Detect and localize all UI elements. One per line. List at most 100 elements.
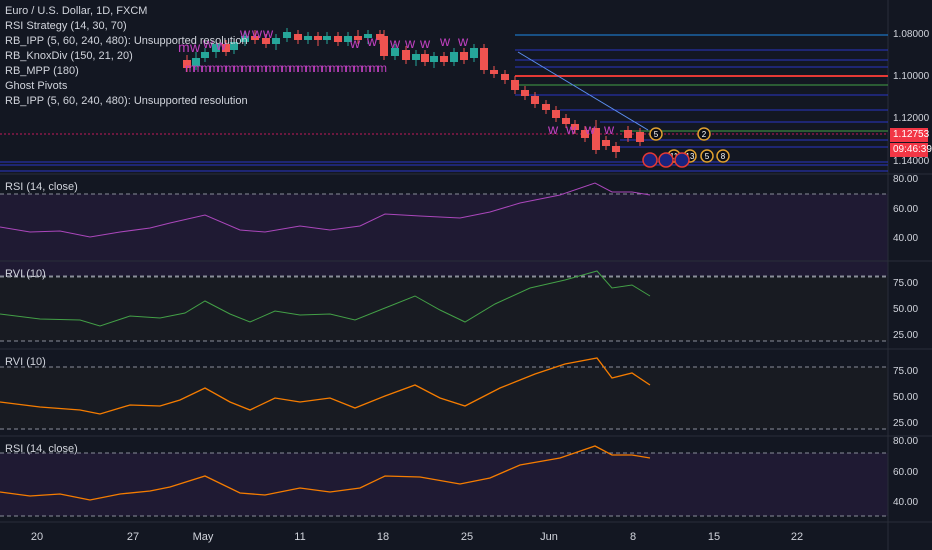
pivot-marker: w [419, 35, 431, 51]
candle-body [636, 132, 644, 142]
candle-body [222, 44, 230, 52]
pivot-marker: m [369, 61, 379, 75]
candle-body [470, 48, 478, 58]
time-tick: 18 [376, 531, 390, 543]
rsi2-pane-label[interactable]: RSI (14, close) [5, 443, 78, 455]
candle-body [323, 36, 331, 40]
legend[interactable]: Euro / U.S. Dollar, 1D, FXCM RSI Strateg… [5, 4, 248, 109]
indicator-label[interactable]: RSI Strategy (14, 30, 70) [5, 20, 127, 32]
flag-icon[interactable] [674, 152, 690, 168]
candle-body [304, 36, 312, 40]
event-badge[interactable] [697, 127, 711, 141]
indicator-label[interactable]: RB_MPP (180) [5, 65, 79, 77]
rvi1-tick: 25.00 [893, 330, 919, 341]
event-badge-label: 13 [686, 152, 695, 161]
price-tick: 1.10000 [893, 71, 930, 82]
indicator-label[interactable]: RB_IPP (5, 60, 240, 480): Unsupported re… [5, 35, 248, 47]
candle-body [562, 118, 570, 124]
rvi1-pane-label[interactable]: RVI (10) [5, 268, 46, 280]
rvi1-line [0, 270, 651, 327]
candle-body [314, 36, 322, 40]
rvi1-tick: 50.00 [893, 304, 919, 315]
price-tick: 1.12000 [893, 113, 930, 124]
event-badge[interactable] [700, 149, 714, 163]
pivot-marker: m [185, 61, 195, 75]
pivot-marker: w [202, 35, 214, 51]
flag-icon[interactable] [642, 152, 658, 168]
rsi1-tick: 80.00 [893, 174, 919, 185]
indicator-label[interactable]: RB_KnoxDiv (150, 21, 20) [5, 50, 133, 62]
candle-body [334, 36, 342, 42]
candle-body [460, 52, 468, 60]
event-badge[interactable] [649, 127, 663, 141]
time-tick: 20 [30, 531, 44, 543]
candles-group[interactable] [183, 28, 644, 158]
indicator-label[interactable]: RB_IPP (5, 60, 240, 480): Unsupported re… [5, 95, 248, 107]
candle-body [480, 48, 488, 70]
pivot-marker: m [257, 61, 267, 75]
time-tick: 15 [707, 531, 721, 543]
rvi2-pane-label[interactable]: RVI (10) [5, 356, 46, 368]
candle-body [391, 48, 399, 56]
time-tick: 25 [460, 531, 474, 543]
pivot-marker: m [353, 61, 363, 75]
pivot-marker: m [265, 61, 275, 75]
candle-body [542, 104, 550, 110]
flag-icon[interactable] [658, 152, 674, 168]
pivot-marker: m [233, 61, 243, 75]
pivot-marker: w [366, 33, 378, 49]
pivot-marker: m [329, 61, 339, 75]
countdown-badge: 09:46:39 [890, 143, 932, 157]
candle-body [251, 36, 259, 40]
pivot-marker: m [361, 61, 371, 75]
rsi2-tick: 40.00 [893, 497, 919, 508]
symbol-title[interactable]: Euro / U.S. Dollar, 1D, FXCM [5, 5, 148, 17]
pivot-marker: w [565, 121, 577, 137]
pivot-marker: m [377, 61, 387, 75]
rsi1-line [0, 182, 651, 238]
candle-body [430, 56, 438, 62]
last-price-badge: 1.12753 [890, 128, 929, 142]
event-badge-label: 11 [670, 152, 679, 161]
pivot-marker: m [241, 61, 251, 75]
candle-body [192, 58, 200, 66]
pivot-marker: w [262, 25, 274, 41]
pivot-marker: w [404, 35, 416, 51]
price-pane[interactable] [0, 0, 888, 173]
rvi-band-1 [0, 277, 888, 341]
event-badge-label: 5 [705, 152, 710, 161]
candle-body [201, 52, 209, 58]
candle-body [571, 124, 579, 130]
pivot-marker: m [209, 61, 219, 75]
rsi2-tick: 60.00 [893, 467, 919, 478]
candle-body [241, 36, 249, 42]
event-badge[interactable] [716, 149, 730, 163]
rsi1-pane-label[interactable]: RSI (14, close) [5, 181, 78, 193]
pivot-marker: m [201, 61, 211, 75]
candle-body [602, 140, 610, 146]
candle-body [450, 52, 458, 62]
rsi2-tick: 80.00 [893, 436, 919, 447]
candle-body [380, 36, 388, 56]
pivot-marker: w [457, 33, 469, 49]
candle-body [521, 90, 529, 96]
pivot-marker: m [217, 61, 227, 75]
pivot-marker: m [249, 61, 259, 75]
rvi2-line [0, 357, 651, 415]
indicator-label[interactable]: Ghost Pivots [5, 80, 68, 92]
time-tick: 11 [294, 531, 306, 543]
pivot-marker: m [297, 61, 307, 75]
rsi-band-1 [0, 194, 888, 276]
pivot-marker: m [225, 61, 235, 75]
event-badge-label: 2 [702, 130, 707, 139]
candle-body [354, 36, 362, 40]
event-badges[interactable]: 5 2 11 13 5 8 [642, 127, 730, 168]
pivot-marker: w [349, 35, 361, 51]
candle-body [344, 36, 352, 42]
pivot-marker: w [215, 37, 227, 53]
candle-body [624, 130, 632, 138]
time-tick: Jun [540, 531, 558, 543]
pivot-marker: w [439, 33, 451, 49]
candle-body [364, 34, 372, 38]
